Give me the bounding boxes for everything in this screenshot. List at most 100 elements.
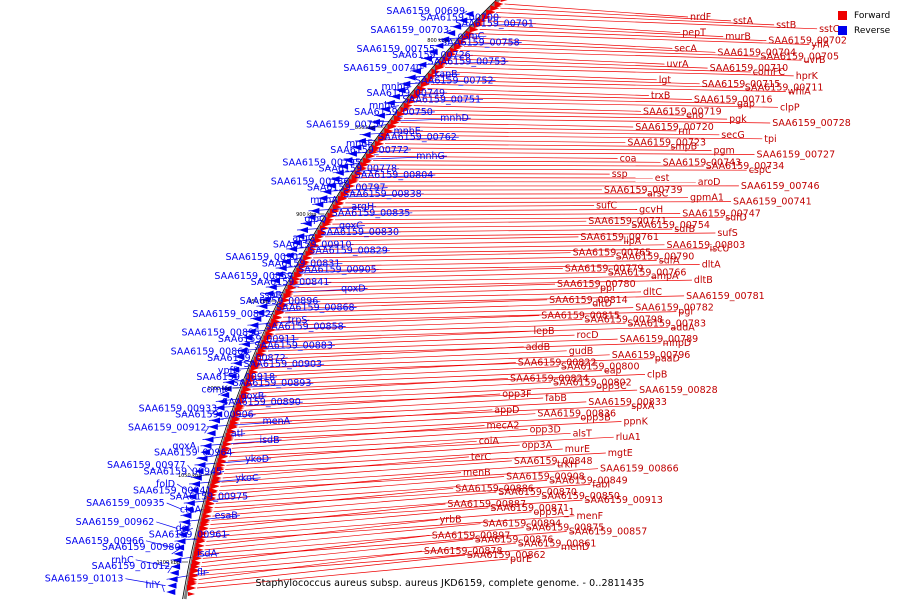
reverse-gene-label: SAA6159_00757: [306, 120, 385, 131]
forward-gene-leader: [345, 202, 731, 203]
forward-gene-label: appD: [494, 405, 519, 416]
reverse-gene-label: SAA6159_00842: [192, 309, 271, 320]
forward-gene-label: uvrA: [667, 59, 690, 70]
legend-reverse-label: Reverse: [854, 26, 890, 36]
forward-gene-label: fabI: [592, 479, 610, 490]
forward-gene-leader: [225, 449, 563, 470]
forward-gene-leader: [320, 241, 621, 245]
forward-gene-label: mhpD: [663, 338, 692, 349]
forward-gene-leader: [492, 17, 817, 29]
forward-gene-label: murE: [565, 444, 590, 455]
forward-gene-label: pgk: [729, 114, 747, 125]
reverse-gene-arrow: [209, 424, 218, 430]
forward-gene-label: opp3F: [502, 389, 531, 400]
forward-gene-label: SAA6159_00790: [616, 252, 695, 263]
forward-gene-label: sstB: [776, 20, 796, 31]
reverse-gene-label: menA: [262, 416, 290, 427]
forward-gene-label: alsT: [573, 428, 592, 439]
reverse-gene-label: SAA6159_00905: [298, 265, 377, 276]
legend: Forward Reverse: [838, 8, 900, 40]
forward-gene-label: SAA6159_00702: [768, 36, 847, 47]
reverse-gene-label: isdA: [197, 549, 218, 560]
forward-gene-label: pgm: [714, 146, 735, 157]
forward-gene-label: SAA6159_00833: [588, 397, 667, 408]
forward-gene-label: eap: [604, 366, 622, 377]
reverse-gene-label: SAA6159_00830: [320, 227, 399, 238]
forward-gene-label: sstA: [733, 16, 754, 27]
forward-gene-label: SAA6159_00716: [694, 95, 773, 106]
reverse-gene-label: SAA6159_00945: [143, 467, 222, 478]
reverse-gene-label: SAA6159_00980: [102, 542, 181, 553]
reverse-gene-label: mnhG: [416, 151, 445, 162]
forward-gene-leader: [206, 520, 438, 546]
forward-feature-mark: [188, 592, 195, 596]
forward-gene-label: SAA6159_00913: [584, 495, 663, 506]
forward-gene-label: opp3B: [580, 413, 610, 424]
forward-gene-label: pgi: [678, 307, 693, 318]
forward-gene-label: clpP: [780, 102, 800, 113]
forward-gene-label: clpB: [647, 369, 667, 380]
forward-gene-label: hprK: [796, 71, 819, 82]
forward-gene-leader: [311, 257, 614, 263]
forward-gene-label: aroD: [698, 177, 721, 188]
forward-gene-label: menD: [561, 542, 589, 553]
forward-gene-label: paaD: [655, 354, 680, 365]
map-caption: Staphylococcus aureus subsp. aureus JKD6…: [0, 578, 900, 589]
reverse-gene-label: SAA6159_00964: [154, 448, 233, 459]
reverse-gene-label: esaB: [215, 511, 238, 522]
reverse-gene-label: SAA6159_00961: [149, 530, 228, 541]
forward-gene-label: sufS: [717, 228, 737, 239]
reverse-gene-label: SAA6159_00804: [355, 170, 434, 181]
forward-gene-label: iscU: [710, 244, 730, 255]
forward-gene-label: SAA6159_00754: [631, 220, 710, 231]
reverse-gene-label: isdB: [259, 435, 279, 446]
reverse-gene-label: SAA6159_00758: [441, 38, 520, 49]
forward-gene-leader: [230, 433, 570, 452]
forward-gene-label: menF: [577, 511, 604, 522]
forward-feature-mark: [501, 0, 508, 2]
forward-gene-label: smpB: [670, 142, 697, 153]
forward-gene-label: yrbB: [440, 515, 462, 526]
reverse-gene-label: ykoD: [245, 454, 269, 465]
reverse-gene-label: SAA6159_00890: [222, 397, 301, 408]
forward-gene-label: mecA2: [487, 421, 520, 432]
forward-gene-label: SAA6159_00711: [745, 83, 824, 94]
forward-feature-mark: [225, 442, 232, 446]
forward-gene-label: SAA6159_00739: [604, 185, 683, 196]
forward-gene-label: tpi: [764, 134, 776, 145]
reverse-swatch: [838, 26, 847, 35]
forward-gene-leader: [505, 4, 689, 17]
reverse-gene-label: ykoC: [235, 473, 259, 484]
forward-gene-label: rocD: [577, 330, 599, 341]
forward-gene-label: dltA: [702, 259, 721, 270]
forward-gene-label: whiA: [788, 87, 811, 98]
forward-gene-label: addB: [526, 342, 550, 353]
forward-gene-label: ampA: [651, 271, 679, 282]
reverse-gene-leader: [156, 522, 177, 529]
forward-gene-leader: [332, 221, 586, 224]
reverse-gene-arrow: [207, 430, 216, 436]
forward-gene-label: opp3C: [596, 381, 627, 392]
reverse-gene-label: SAA6159_00935: [86, 498, 165, 509]
forward-gene-label: purE: [510, 554, 532, 565]
forward-swatch: [838, 11, 847, 20]
forward-gene-label: SAA6159_00803: [667, 240, 746, 251]
forward-gene-label: lgt: [659, 75, 672, 86]
reverse-gene-label: SAA6159_00703: [370, 25, 449, 36]
forward-gene-label: sufC: [596, 201, 617, 212]
forward-gene-label: SAA6159_00720: [635, 122, 714, 133]
reverse-gene-label: atl: [231, 429, 243, 440]
forward-gene-label: dltB: [694, 275, 713, 286]
forward-gene-leader: [199, 551, 422, 579]
forward-gene-label: SAA6159_00746: [741, 181, 820, 192]
forward-gene-label: SAA6159_00734: [706, 161, 785, 172]
reverse-gene-label: SAA6159_00753: [428, 57, 507, 68]
forward-gene-label: gap: [737, 98, 755, 109]
forward-gene-label: SAA6159_00782: [635, 303, 714, 314]
forward-gene-label: sufB: [674, 224, 695, 235]
forward-gene-label: gpmA1: [690, 193, 724, 204]
reverse-gene-label: SAA6159_00912: [128, 422, 207, 433]
reverse-gene-label: ctaA: [180, 504, 202, 515]
reverse-gene-label: SAA6159_00772: [330, 145, 409, 156]
